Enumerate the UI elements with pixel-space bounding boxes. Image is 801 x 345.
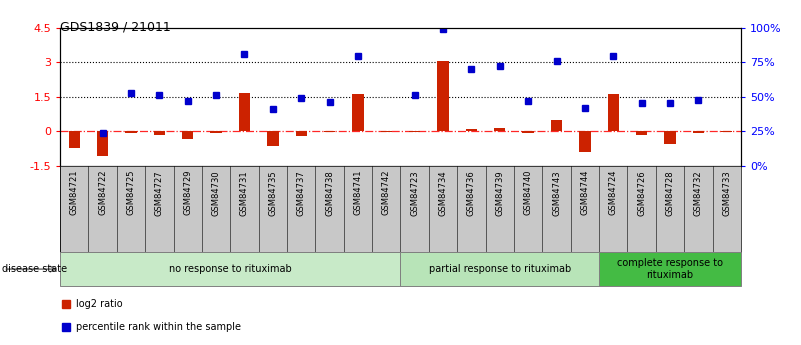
- Text: GSM84732: GSM84732: [694, 170, 702, 216]
- Bar: [599, 252, 741, 286]
- Bar: [664, 131, 676, 144]
- Text: GSM84723: GSM84723: [410, 170, 419, 216]
- Text: GSM84731: GSM84731: [240, 170, 249, 216]
- Text: disease state: disease state: [2, 264, 66, 274]
- Bar: [608, 94, 619, 131]
- Text: GSM84744: GSM84744: [581, 170, 590, 215]
- Bar: [636, 131, 647, 135]
- Bar: [522, 131, 533, 134]
- Text: GSM84722: GSM84722: [99, 170, 107, 215]
- Bar: [693, 131, 704, 134]
- Text: GDS1839 / 21011: GDS1839 / 21011: [60, 21, 171, 34]
- Text: GSM84725: GSM84725: [127, 170, 135, 215]
- Bar: [380, 131, 392, 132]
- Bar: [400, 252, 599, 286]
- Bar: [97, 131, 108, 156]
- Text: percentile rank within the sample: percentile rank within the sample: [76, 322, 241, 332]
- Bar: [125, 131, 137, 134]
- Text: GSM84736: GSM84736: [467, 170, 476, 216]
- Text: GSM84737: GSM84737: [296, 170, 306, 216]
- Bar: [465, 129, 477, 131]
- Bar: [352, 94, 364, 131]
- Text: GSM84726: GSM84726: [637, 170, 646, 216]
- Bar: [324, 131, 336, 132]
- Bar: [60, 252, 400, 286]
- Text: GSM84724: GSM84724: [609, 170, 618, 215]
- Text: GSM84738: GSM84738: [325, 170, 334, 216]
- Bar: [296, 131, 307, 136]
- Bar: [721, 131, 732, 132]
- Bar: [154, 131, 165, 135]
- Bar: [211, 131, 222, 134]
- Text: GSM84735: GSM84735: [268, 170, 277, 216]
- Text: no response to rituximab: no response to rituximab: [169, 264, 292, 274]
- Bar: [182, 131, 193, 139]
- Bar: [268, 131, 279, 146]
- Bar: [494, 128, 505, 131]
- Text: GSM84733: GSM84733: [723, 170, 731, 216]
- Text: GSM84742: GSM84742: [382, 170, 391, 215]
- Text: GSM84743: GSM84743: [552, 170, 561, 216]
- Bar: [239, 93, 250, 131]
- Bar: [551, 120, 562, 131]
- Text: GSM84730: GSM84730: [211, 170, 220, 216]
- Text: GSM84739: GSM84739: [495, 170, 505, 216]
- Text: GSM84740: GSM84740: [524, 170, 533, 215]
- Bar: [409, 131, 421, 132]
- Text: GSM84727: GSM84727: [155, 170, 164, 216]
- Bar: [69, 131, 80, 148]
- Text: complete response to
rituximab: complete response to rituximab: [617, 258, 723, 280]
- Bar: [579, 131, 590, 152]
- Text: GSM84741: GSM84741: [353, 170, 362, 215]
- Bar: [437, 61, 449, 131]
- Text: log2 ratio: log2 ratio: [76, 299, 123, 309]
- Text: GSM84728: GSM84728: [666, 170, 674, 216]
- Text: partial response to rituximab: partial response to rituximab: [429, 264, 571, 274]
- Text: GSM84729: GSM84729: [183, 170, 192, 215]
- Text: GSM84721: GSM84721: [70, 170, 78, 215]
- Text: GSM84734: GSM84734: [439, 170, 448, 216]
